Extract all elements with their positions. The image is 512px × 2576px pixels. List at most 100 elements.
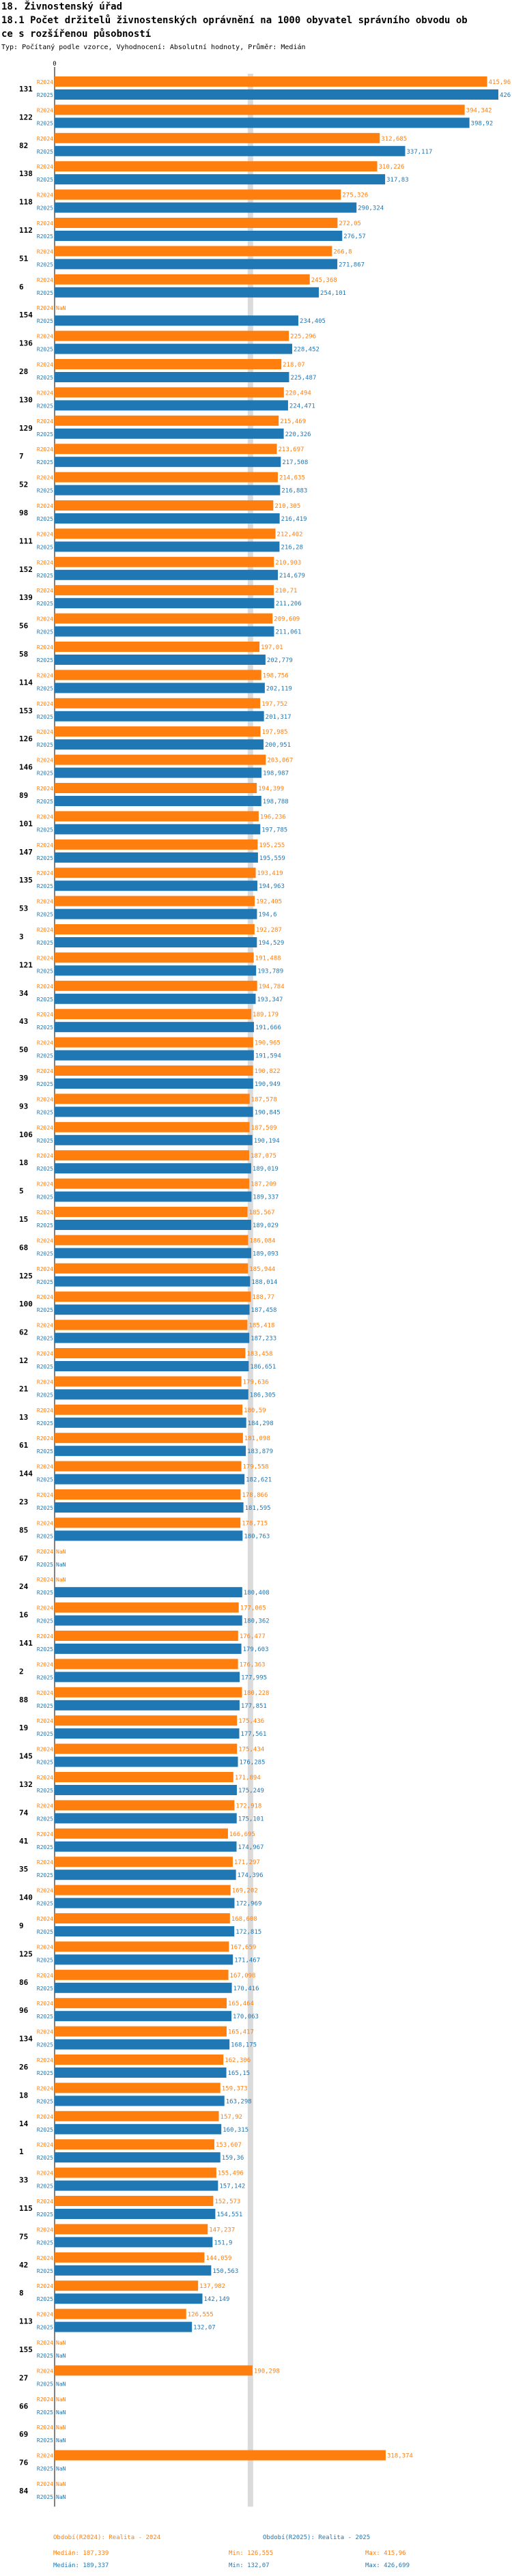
data-label: 191,488 — [255, 955, 281, 962]
series-label: R2025 — [37, 233, 53, 240]
data-label: 190,845 — [255, 1109, 281, 1116]
bar-v25 — [55, 1022, 254, 1033]
legend-r2025-median: Medián: 189,337 — [53, 2562, 109, 2569]
series-label: R2024 — [37, 560, 53, 566]
data-label: 290,324 — [358, 205, 384, 212]
series-label: R2025 — [37, 205, 53, 212]
series-label: R2024 — [37, 2227, 53, 2233]
series-label: R2025 — [37, 1025, 53, 1031]
series-label: R2024 — [37, 192, 53, 199]
bar-v25 — [55, 1276, 251, 1287]
data-label: 150,563 — [212, 2268, 238, 2275]
row-label: 129 — [19, 424, 33, 433]
bar-v24 — [55, 924, 255, 934]
series-label: R2025 — [37, 516, 53, 522]
bar-v24 — [55, 2139, 214, 2150]
series-label: R2025 — [37, 1957, 53, 1963]
series-label: R2024 — [37, 362, 53, 368]
data-label: 185,567 — [249, 1210, 275, 1216]
data-label: 178,715 — [242, 1520, 268, 1527]
data-label: 198,756 — [263, 672, 289, 679]
series-label: R2025 — [37, 1505, 53, 1511]
row-label: 82 — [19, 141, 28, 150]
row-label: 51 — [19, 254, 29, 263]
data-label: 198,788 — [263, 799, 289, 805]
bar-v25 — [55, 1954, 233, 1965]
series-label: R2024 — [37, 1294, 53, 1300]
bar-v24 — [55, 1235, 248, 1246]
data-label: 176,477 — [240, 1633, 266, 1640]
row-label: 125 — [19, 1272, 33, 1280]
row-label: 115 — [19, 2204, 33, 2213]
bar-v24 — [55, 1489, 241, 1500]
data-label: 187,578 — [251, 1096, 277, 1103]
nan-label: NaN — [56, 2381, 66, 2387]
series-label: R2025 — [37, 1872, 53, 1878]
chart-title-line2: ce s rozšířenou působností — [1, 29, 152, 40]
bar-v24 — [55, 585, 274, 596]
series-label: R2024 — [37, 1690, 53, 1696]
bar-v25 — [55, 1644, 242, 1654]
bar-v25 — [55, 2180, 218, 2191]
data-label: 193,347 — [257, 997, 283, 1003]
series-label: R2024 — [37, 1888, 53, 1894]
row-label: 14 — [19, 2119, 29, 2128]
data-label: 394,342 — [466, 107, 492, 114]
data-label: 132,07 — [193, 2325, 216, 2332]
bar-v24 — [55, 1291, 251, 1302]
bar-v25 — [55, 796, 261, 806]
bar-v24 — [55, 1461, 242, 1472]
bar-v25 — [55, 626, 274, 637]
bar-v25 — [55, 2293, 203, 2304]
bar-v25 — [55, 2265, 212, 2276]
bar-v24 — [55, 642, 260, 652]
series-label: R2024 — [37, 2340, 53, 2346]
bar-v24 — [55, 1941, 229, 1952]
series-label: R2025 — [37, 1760, 53, 1766]
series-label: R2025 — [37, 2127, 53, 2133]
series-label: R2025 — [37, 1788, 53, 1794]
series-label: R2024 — [37, 2396, 53, 2403]
data-label: 177,561 — [240, 1731, 266, 1738]
bar-v24 — [55, 1348, 246, 1358]
row-label: 41 — [19, 1837, 29, 1846]
bar-v24 — [55, 2167, 216, 2178]
series-label: R2024 — [37, 1831, 53, 1837]
series-label: R2025 — [37, 544, 53, 550]
row-label: 144 — [19, 1470, 33, 1478]
row-label: 113 — [19, 2317, 33, 2326]
row-label: 145 — [19, 1752, 33, 1761]
data-label: 196,236 — [260, 814, 286, 820]
data-label: 220,494 — [285, 390, 311, 397]
bar-v25 — [55, 315, 299, 326]
legend-r2024-name: Období(R2024): Realita - 2024 — [53, 2534, 161, 2541]
data-label: 192,405 — [256, 899, 282, 906]
data-label: 165,464 — [228, 2001, 254, 2007]
data-label: 189,337 — [253, 1194, 279, 1201]
bar-v24 — [55, 2308, 186, 2319]
data-label: 153,607 — [216, 2142, 242, 2149]
series-label: R2025 — [37, 1533, 53, 1539]
bar-v25 — [55, 1672, 240, 1683]
series-label: R2024 — [37, 899, 53, 905]
row-label: 89 — [19, 791, 28, 800]
series-label: R2025 — [37, 2070, 53, 2076]
series-label: R2024 — [37, 729, 53, 735]
row-label: 26 — [19, 2063, 29, 2072]
row-label: 146 — [19, 763, 33, 772]
bar-v24 — [55, 2055, 224, 2065]
row-label: 132 — [19, 1780, 33, 1789]
bar-v24 — [55, 670, 261, 681]
series-label: R2025 — [37, 2239, 53, 2246]
bar-v25 — [55, 824, 261, 835]
row-label: 52 — [19, 481, 28, 489]
data-label: 194,963 — [259, 883, 285, 890]
data-label: 234,405 — [300, 318, 326, 325]
series-label: R2025 — [37, 799, 53, 805]
series-label: R2025 — [37, 120, 53, 126]
data-label: 179,603 — [243, 1646, 269, 1653]
bar-v25 — [55, 683, 265, 693]
row-label: 86 — [19, 1978, 29, 1987]
row-label: 42 — [19, 2261, 28, 2270]
